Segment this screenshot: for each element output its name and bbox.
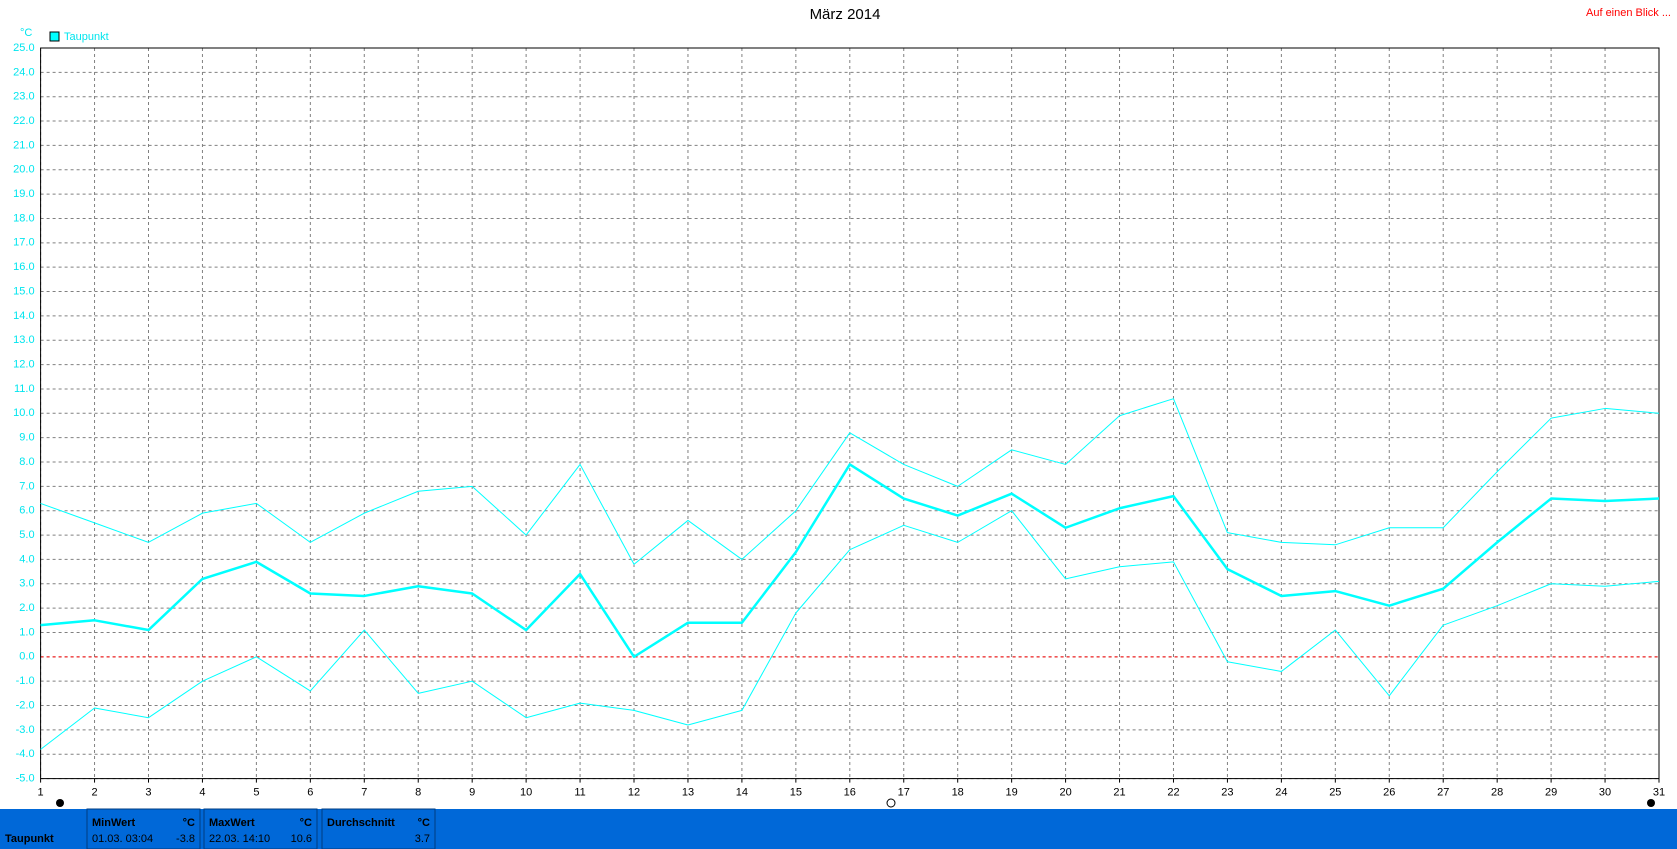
x-tick-label: 10 (520, 787, 532, 799)
x-tick-label: 1 (38, 787, 44, 799)
stats-date: 22.03. 14:10 (209, 833, 270, 845)
x-tick-label: 11 (574, 787, 585, 799)
x-tick-label: 19 (1006, 787, 1018, 799)
stats-header: MaxWert (209, 817, 255, 829)
x-tick-label: 16 (844, 787, 856, 799)
x-tick-label: 12 (628, 787, 640, 799)
x-tick-label: 24 (1275, 787, 1287, 799)
y-tick-label: -5.0 (16, 773, 35, 785)
y-tick-label: 2.0 (19, 602, 34, 614)
y-tick-label: -1.0 (16, 675, 35, 687)
y-tick-label: 22.0 (13, 115, 34, 127)
x-tick-label: 29 (1545, 787, 1557, 799)
y-axis-label: °C (20, 27, 32, 39)
y-tick-label: 7.0 (19, 480, 34, 492)
x-tick-label: 30 (1599, 787, 1611, 799)
y-tick-label: 16.0 (13, 261, 34, 273)
x-tick-label: 20 (1059, 787, 1071, 799)
x-tick-label: 3 (145, 787, 151, 799)
x-tick-label: 28 (1491, 787, 1503, 799)
y-tick-label: 15.0 (13, 285, 34, 297)
legend-swatch (49, 31, 60, 42)
stats-value: -3.8 (176, 833, 195, 845)
stats-header: Durchschnitt (327, 817, 395, 829)
y-tick-label: 25.0 (13, 42, 34, 54)
x-tick-label: 26 (1383, 787, 1395, 799)
overview-link[interactable]: Auf einen Blick ... (1586, 7, 1671, 19)
y-tick-label: 1.0 (19, 626, 34, 638)
x-tick-label: 31 (1653, 787, 1665, 799)
stats-unit: °C (300, 817, 312, 829)
y-tick-label: 6.0 (19, 505, 34, 517)
y-tick-label: 23.0 (13, 91, 34, 103)
x-tick-label: 15 (790, 787, 802, 799)
moon-phase-icon (56, 799, 64, 807)
stats-unit: °C (183, 817, 195, 829)
y-tick-label: 8.0 (19, 456, 34, 468)
x-tick-label: 17 (898, 787, 910, 799)
y-tick-label: -2.0 (16, 699, 35, 711)
x-tick-label: 25 (1329, 787, 1341, 799)
x-tick-label: 5 (253, 787, 259, 799)
series-line (40, 398, 1660, 565)
x-tick-label: 27 (1437, 787, 1449, 799)
stats-cell (86, 808, 201, 849)
y-tick-label: 20.0 (13, 164, 34, 176)
x-tick-label: 22 (1167, 787, 1179, 799)
x-tick-label: 23 (1221, 787, 1233, 799)
stats-bar (0, 809, 1677, 849)
x-tick-label: 21 (1113, 787, 1125, 799)
x-tick-label: 2 (91, 787, 97, 799)
y-tick-label: 14.0 (13, 310, 34, 322)
y-tick-label: 5.0 (19, 529, 34, 541)
y-tick-label: -3.0 (16, 724, 35, 736)
legend-label: Taupunkt (64, 31, 109, 43)
x-tick-label: 4 (199, 787, 205, 799)
y-tick-label: 12.0 (13, 358, 34, 370)
y-tick-label: 3.0 (19, 578, 34, 590)
y-tick-label: 17.0 (13, 237, 34, 249)
y-tick-label: 19.0 (13, 188, 34, 200)
y-tick-label: 18.0 (13, 212, 34, 224)
series-line (40, 510, 1660, 750)
stats-cell (203, 808, 318, 849)
y-tick-label: 9.0 (19, 432, 34, 444)
x-tick-label: 8 (415, 787, 421, 799)
chart-title: März 2014 (810, 6, 881, 23)
y-tick-label: 4.0 (19, 553, 34, 565)
y-tick-label: 13.0 (13, 334, 34, 346)
y-tick-label: 21.0 (13, 139, 34, 151)
x-tick-label: 14 (736, 787, 748, 799)
x-tick-label: 9 (469, 787, 475, 799)
series-line (40, 463, 1660, 659)
y-tick-label: -4.0 (16, 748, 35, 760)
x-tick-label: 7 (361, 787, 367, 799)
x-tick-label: 18 (952, 787, 964, 799)
x-tick-label: 13 (682, 787, 694, 799)
y-tick-label: 24.0 (13, 66, 34, 78)
y-tick-label: 10.0 (13, 407, 34, 419)
moon-phase-icon (886, 798, 896, 808)
stats-unit: °C (418, 817, 430, 829)
stats-value: 10.6 (291, 833, 312, 845)
stats-cell (321, 808, 436, 849)
y-tick-label: 11.0 (14, 383, 35, 395)
y-tick-label: 0.0 (19, 651, 34, 663)
stats-row-label: Taupunkt (5, 833, 54, 845)
stats-value: 3.7 (415, 833, 430, 845)
stats-header: MinWert (92, 817, 136, 829)
moon-phase-icon (1647, 799, 1655, 807)
stats-date: 01.03. 03:04 (92, 833, 153, 845)
x-tick-label: 6 (307, 787, 313, 799)
